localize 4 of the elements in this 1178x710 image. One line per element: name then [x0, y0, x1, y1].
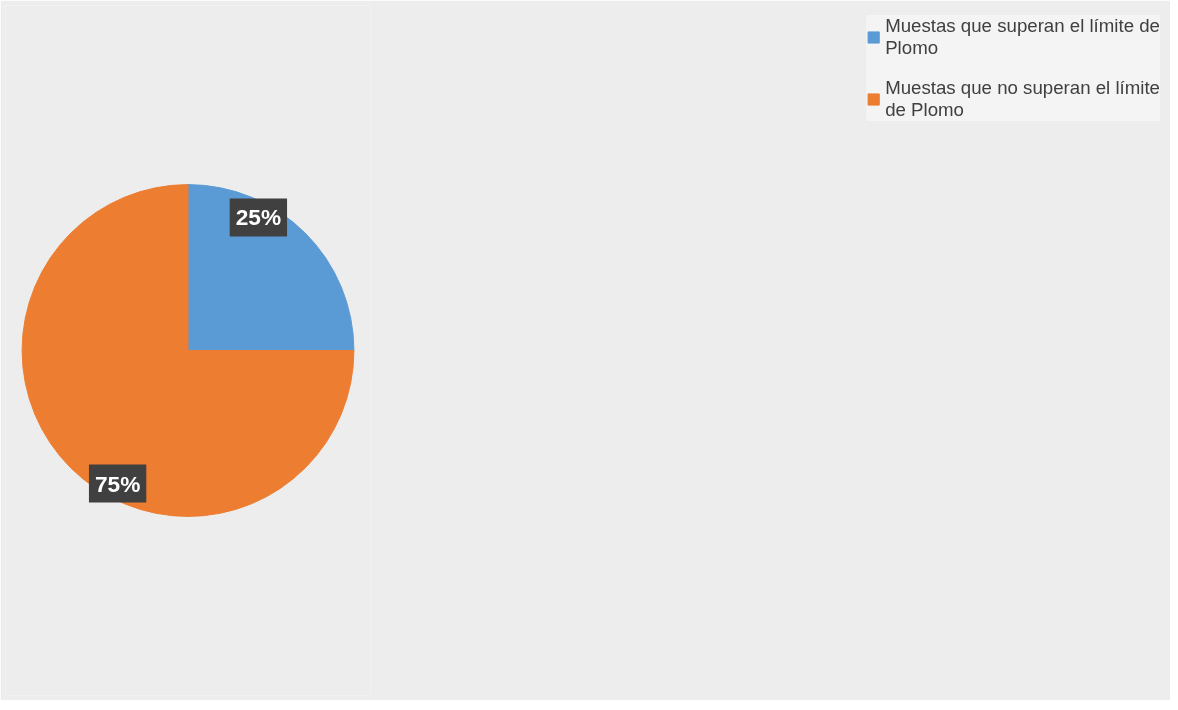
legend-label: Muestas que superan el límite de Plomo — [885, 15, 1160, 59]
data-label: 75% — [94, 470, 141, 497]
data-label: 25% — [235, 204, 282, 231]
legend-label: Muestas que no superan el límite de Plomo — [885, 77, 1160, 121]
